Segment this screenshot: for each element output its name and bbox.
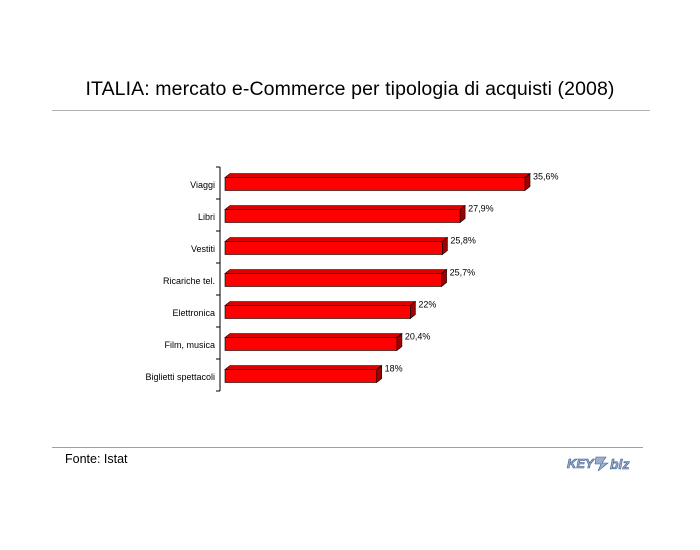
data-label: 20,4% [405,332,431,342]
category-label: Viaggi [190,180,215,190]
source-note: Fonte: Istat [65,452,128,466]
category-label: Ricariche tel. [163,276,215,286]
category-label: Libri [198,212,215,222]
bar [224,209,461,223]
footer-divider [52,447,643,448]
key4biz-logo: KEY biz [567,456,630,473]
category-label: Vestiti [191,244,215,254]
bar [224,273,442,287]
bar [224,305,411,319]
bar-top-face [224,333,403,338]
category-label: Film, musica [164,340,215,350]
bar-top-face [224,365,383,370]
data-label: 27,9% [468,204,494,214]
bar-top-face [224,205,466,210]
bar [224,241,443,255]
category-label: Biglietti spettacoli [145,372,215,382]
chart-title: ITALIA: mercato e-Commerce per tipologia… [85,78,615,100]
bar-top-face [224,237,449,242]
data-label: 25,8% [450,236,476,246]
title-divider [52,110,650,111]
data-label: 25,7% [450,268,476,278]
data-label: 18% [385,364,403,374]
bar [224,337,398,351]
bar [224,369,377,383]
bar-top-face [224,301,417,306]
svg-text:biz: biz [610,456,629,472]
data-label: 35,6% [533,172,559,182]
svg-text:KEY: KEY [567,456,595,471]
data-label: 22% [418,300,436,310]
bar [224,177,526,191]
bar-top-face [224,269,448,274]
category-label: Elettronica [172,308,215,318]
bar-top-face [224,173,531,178]
